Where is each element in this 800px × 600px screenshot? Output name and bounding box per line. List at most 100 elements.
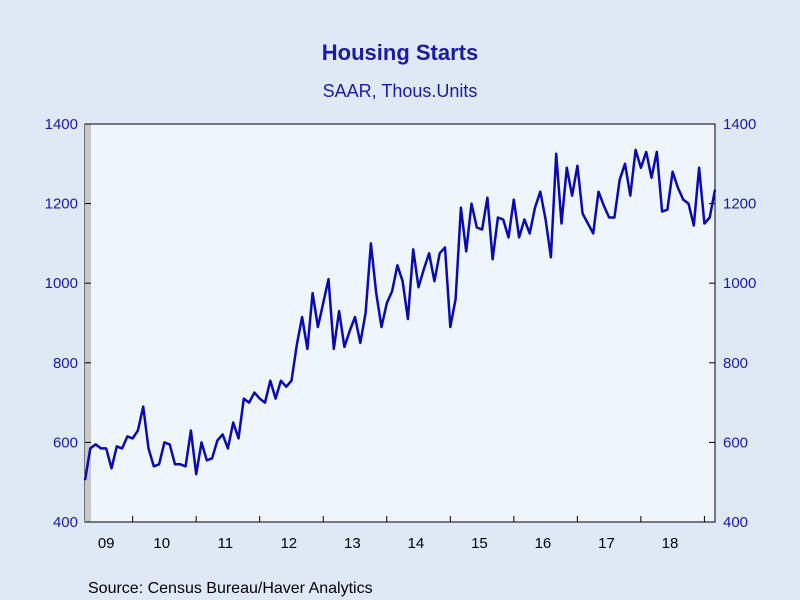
data-point: [502, 218, 504, 220]
data-point: [581, 212, 583, 214]
data-point: [147, 447, 149, 449]
data-point: [624, 163, 626, 165]
data-point: [221, 433, 223, 435]
data-point: [327, 278, 329, 280]
data-point: [306, 348, 308, 350]
data-point: [195, 473, 197, 475]
data-point: [460, 206, 462, 208]
data-point: [645, 151, 647, 153]
data-point: [89, 447, 91, 449]
data-point: [206, 459, 208, 461]
data-point: [666, 208, 668, 210]
data-point: [518, 236, 520, 238]
data-point: [110, 467, 112, 469]
data-point: [322, 302, 324, 304]
data-point: [105, 447, 107, 449]
data-point: [137, 429, 139, 431]
x-tick-label: 14: [408, 535, 425, 552]
data-point: [94, 443, 96, 445]
data-point: [608, 216, 610, 218]
x-tick-label: 18: [662, 535, 679, 552]
y-tick-label-right: 1200: [723, 196, 756, 213]
data-point: [534, 206, 536, 208]
y-tick-label-right: 600: [723, 434, 748, 451]
data-point: [613, 216, 615, 218]
data-point: [163, 441, 165, 443]
data-point: [237, 437, 239, 439]
data-point: [523, 218, 525, 220]
x-axis: 09 10 11 12 13 14 15 16 17 18: [98, 516, 705, 552]
data-point: [116, 445, 118, 447]
data-point: [407, 318, 409, 320]
x-tick-label: 16: [535, 535, 552, 552]
data-point: [253, 391, 255, 393]
data-point: [184, 465, 186, 467]
data-point: [153, 465, 155, 467]
data-point: [634, 149, 636, 151]
data-point: [296, 344, 298, 346]
chart-subtitle: SAAR, Thous.Units: [323, 81, 478, 101]
data-point: [544, 218, 546, 220]
data-point: [661, 210, 663, 212]
data-point: [417, 286, 419, 288]
y-tick-label-right: 800: [723, 355, 748, 372]
data-point: [709, 216, 711, 218]
y-tick-label-right: 1400: [723, 116, 756, 133]
data-point: [550, 256, 552, 258]
data-point: [211, 457, 213, 459]
x-tick-label: 10: [153, 535, 170, 552]
data-point: [317, 326, 319, 328]
data-point: [603, 204, 605, 206]
data-point: [232, 421, 234, 423]
y-tick-label-right: 1000: [723, 275, 756, 292]
data-point: [433, 280, 435, 282]
data-point: [179, 463, 181, 465]
y-tick-label-left: 800: [53, 355, 78, 372]
x-tick-label: 13: [344, 535, 361, 552]
data-point: [629, 194, 631, 196]
data-point: [359, 342, 361, 344]
y-tick-label-left: 1000: [45, 275, 78, 292]
data-point: [698, 167, 700, 169]
data-point: [454, 298, 456, 300]
data-point: [470, 202, 472, 204]
data-point: [539, 190, 541, 192]
data-point: [364, 312, 366, 314]
data-point: [465, 250, 467, 252]
x-tick-label: 15: [471, 535, 488, 552]
y-tick-label-right: 400: [723, 514, 748, 531]
data-point: [497, 216, 499, 218]
data-point: [158, 463, 160, 465]
data-point: [131, 437, 133, 439]
data-point: [243, 397, 245, 399]
y-tick-label-left: 1200: [45, 196, 78, 213]
y-axis-left: 400 600 800 1000 1200 1400: [45, 116, 91, 531]
y-tick-label-left: 600: [53, 434, 78, 451]
data-point: [423, 268, 425, 270]
plot-area: [84, 123, 716, 523]
data-point: [513, 198, 515, 200]
data-point: [264, 401, 266, 403]
data-point: [142, 405, 144, 407]
data-point: [391, 290, 393, 292]
x-tick-label: 12: [280, 535, 297, 552]
data-point: [248, 401, 250, 403]
data-point: [619, 179, 621, 181]
data-point: [190, 429, 192, 431]
chart-title: Housing Starts: [322, 40, 478, 65]
data-point: [444, 246, 446, 248]
data-point: [280, 380, 282, 382]
data-point: [560, 222, 562, 224]
data-point: [476, 226, 478, 228]
data-point: [656, 151, 658, 153]
recession-shade: [85, 124, 91, 522]
data-point: [428, 252, 430, 254]
data-point: [677, 186, 679, 188]
data-point: [216, 439, 218, 441]
y-tick-label-left: 1400: [45, 116, 78, 133]
data-point: [529, 232, 531, 234]
data-point: [100, 447, 102, 449]
data-point: [380, 326, 382, 328]
data-point: [576, 165, 578, 167]
